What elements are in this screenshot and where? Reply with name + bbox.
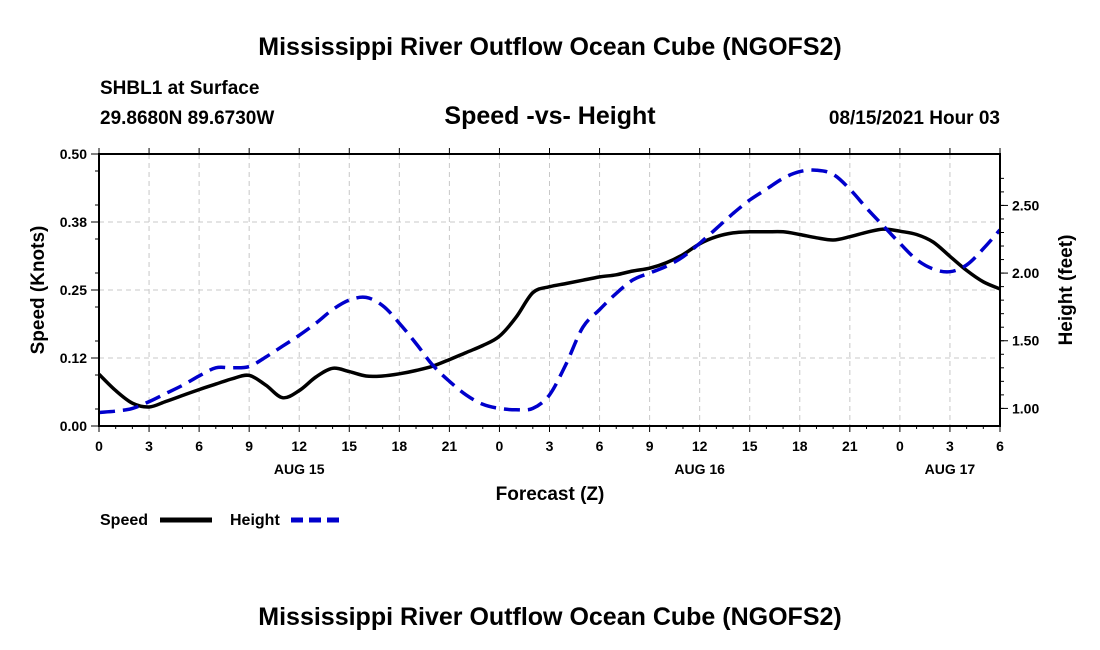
x-tick-label: 3: [145, 438, 153, 454]
x-tick-label: 3: [946, 438, 954, 454]
series-speed-line: [97, 227, 1001, 409]
footer-title: Mississippi River Outflow Ocean Cube (NG…: [258, 603, 841, 631]
datetime-label: 08/15/2021 Hour 03: [829, 108, 1000, 129]
y-axis-right-label: Height (feet): [1056, 235, 1077, 346]
x-tick-label: 15: [742, 438, 758, 454]
x-axis-label: Forecast (Z): [496, 484, 605, 505]
y-left-tick-label: 0.38: [60, 214, 87, 230]
x-tick-label: 9: [646, 438, 654, 454]
x-tick-label: 12: [692, 438, 708, 454]
plot-title: Speed -vs- Height: [444, 102, 656, 130]
y-right-tick-label: 1.00: [1012, 400, 1039, 416]
y-right-tick-label: 2.00: [1012, 265, 1039, 281]
x-tick-label: 21: [442, 438, 458, 454]
x-tick-label: 6: [195, 438, 203, 454]
legend-speed-label: Speed: [100, 512, 148, 529]
y-left-tick-label: 0.00: [60, 418, 87, 434]
x-tick-label: 18: [792, 438, 808, 454]
axes: 0 3 6 9 12 15 18 21 0 3 6 9 12 15 18 21 0 3 6 AUG 15 AUG 16 A…: [60, 146, 1040, 477]
station-label: SHBL1 at Surface: [100, 78, 259, 99]
page-title: Mississippi River Outflow Ocean Cube (NG…: [258, 33, 841, 61]
x-tick-label: 15: [341, 438, 357, 454]
x-tick-label: 6: [996, 438, 1004, 454]
y-right-tick-label: 2.50: [1012, 197, 1039, 213]
y-left-tick-label: 0.50: [60, 146, 87, 162]
x-tick-label: 12: [291, 438, 307, 454]
series-height-line: [98, 168, 1002, 415]
x-tick-label: 0: [896, 438, 904, 454]
y-left-tick-label: 0.12: [60, 350, 87, 366]
x-tick-label: 18: [392, 438, 408, 454]
x-tick-label: 6: [596, 438, 604, 454]
x-tick-label: 0: [496, 438, 504, 454]
x-tick-label: 9: [245, 438, 253, 454]
x-tick-label: 21: [842, 438, 858, 454]
y-left-tick-label: 0.25: [60, 282, 87, 298]
x-tick-label: 3: [546, 438, 554, 454]
y-axis-left-label: Speed (Knots): [28, 226, 49, 355]
legend: Speed Height: [100, 512, 343, 529]
grid: [99, 154, 1000, 426]
y-right-tick-label: 1.50: [1012, 333, 1039, 349]
date-label: AUG 15: [274, 461, 325, 477]
series-layer: [97, 168, 1002, 415]
x-tick-label: 0: [95, 438, 103, 454]
date-label: AUG 17: [925, 461, 976, 477]
date-label: AUG 16: [674, 461, 725, 477]
legend-height-label: Height: [230, 512, 280, 529]
coordinates-label: 29.8680N 89.6730W: [100, 108, 274, 129]
